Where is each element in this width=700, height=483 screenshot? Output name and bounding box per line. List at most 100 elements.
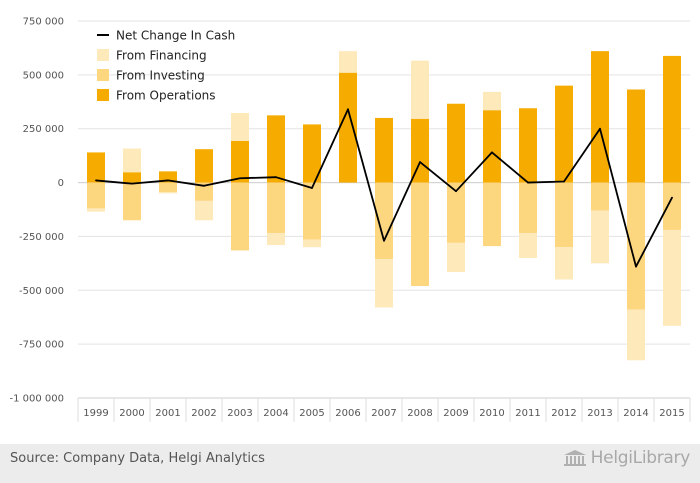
- y-tick-label: 0: [58, 178, 64, 189]
- line-point-2001: [167, 179, 169, 182]
- x-tick-label: 2006: [335, 408, 360, 419]
- bar-from-financing-2003: [231, 112, 249, 141]
- bar-from-operations-1999: [87, 152, 105, 183]
- legend-label: From Financing: [116, 49, 207, 63]
- x-tick-label: 2008: [407, 408, 432, 419]
- bar-from-investing-2012: [555, 182, 573, 248]
- legend-swatch: [97, 89, 109, 101]
- bar-from-financing-2002: [195, 200, 213, 221]
- bar-from-financing-2010: [483, 91, 501, 111]
- line-point-2012: [563, 180, 565, 183]
- line-point-2000: [131, 182, 133, 185]
- bar-from-investing-1999: [87, 182, 105, 209]
- bar-from-investing-2011: [519, 182, 537, 234]
- bar-from-financing-1999: [87, 208, 105, 212]
- x-tick-label: 2013: [587, 408, 612, 419]
- bar-from-investing-2001: [159, 182, 177, 193]
- bar-from-financing-2006: [339, 51, 357, 73]
- bar-from-operations-2005: [303, 124, 321, 183]
- bar-from-financing-2014: [627, 309, 645, 361]
- bar-from-operations-2009: [447, 103, 465, 183]
- brand-logo: HelgiLibrary: [563, 448, 690, 468]
- bar-from-investing-2010: [483, 182, 501, 247]
- bar-from-investing-2000: [123, 182, 141, 221]
- bar-from-operations-2013: [591, 51, 609, 183]
- y-tick-label: 250 000: [23, 124, 64, 135]
- bar-from-investing-2009: [447, 182, 465, 243]
- bar-from-operations-2007: [375, 117, 393, 183]
- bar-layer: [87, 51, 681, 361]
- bar-from-investing-2002: [195, 182, 213, 201]
- line-point-2004: [275, 176, 277, 179]
- bar-from-investing-2015: [663, 182, 681, 230]
- x-tick-label: 2012: [551, 408, 576, 419]
- x-tick-label: 2009: [443, 408, 468, 419]
- bar-from-operations-2012: [555, 85, 573, 183]
- legend-label: Net Change In Cash: [116, 29, 235, 43]
- legend-swatch: [97, 49, 109, 61]
- bar-from-financing-2009: [447, 242, 465, 272]
- x-tick-label: 2002: [191, 408, 216, 419]
- x-tick-label: 2001: [155, 408, 180, 419]
- bar-from-operations-2001: [159, 171, 177, 183]
- line-point-2008: [419, 161, 421, 164]
- bar-from-investing-2014: [627, 182, 645, 310]
- line-layer: [95, 108, 673, 268]
- bar-from-operations-2011: [519, 108, 537, 183]
- bar-from-financing-2007: [375, 259, 393, 308]
- line-point-2014: [635, 265, 637, 268]
- bar-from-financing-2011: [519, 233, 537, 258]
- bar-from-financing-2012: [555, 247, 573, 280]
- legend-swatch: [97, 69, 109, 81]
- y-tick-label: 500 000: [23, 70, 64, 81]
- x-tick-label: 2005: [299, 408, 324, 419]
- bar-from-financing-2000: [123, 148, 141, 173]
- y-axis-ticks: 750 000 500 000 250 000 0 -250 000 -500 000 -7…: [9, 17, 64, 405]
- bar-from-financing-2013: [591, 210, 609, 264]
- line-point-2011: [527, 181, 529, 184]
- line-point-2006: [347, 108, 349, 111]
- line-point-2009: [455, 190, 457, 193]
- bar-from-operations-2003: [231, 140, 249, 183]
- line-point-2005: [311, 187, 313, 189]
- bar-from-financing-2004: [267, 233, 285, 246]
- x-tick-label: 2000: [119, 408, 144, 419]
- bar-from-operations-2002: [195, 149, 213, 183]
- bar-from-investing-2013: [591, 182, 609, 211]
- line-point-2013: [599, 127, 601, 130]
- bar-from-operations-2010: [483, 110, 501, 183]
- bar-from-operations-2014: [627, 89, 645, 183]
- bar-from-investing-2008: [411, 182, 429, 286]
- line-point-2002: [203, 184, 205, 187]
- bar-from-operations-2008: [411, 118, 429, 183]
- source-note: Source: Company Data, Helgi Analytics: [10, 451, 265, 466]
- legend: Net Change In Cash From Financing From Inv…: [97, 29, 235, 103]
- bar-from-financing-2008: [411, 60, 429, 119]
- bar-from-financing-2015: [663, 229, 681, 326]
- y-tick-label: -750 000: [19, 340, 64, 351]
- y-tick-label: -1 000 000: [9, 394, 64, 405]
- line-point-2015: [671, 196, 673, 199]
- line-point-2007: [383, 239, 385, 242]
- line-point-2003: [239, 177, 241, 180]
- y-tick-label: -500 000: [19, 286, 64, 297]
- line-point-1999: [95, 179, 97, 182]
- x-tick-label: 1999: [83, 408, 108, 419]
- legend-label: From Investing: [116, 69, 205, 83]
- y-tick-label: 750 000: [23, 17, 64, 28]
- bar-from-financing-2005: [303, 239, 321, 248]
- x-tick-label: 2004: [263, 408, 288, 419]
- brand-name: HelgiLibrary: [590, 448, 691, 468]
- x-tick-label: 2014: [623, 408, 648, 419]
- bar-from-operations-2006: [339, 72, 357, 183]
- x-tick-label: 2010: [479, 408, 504, 419]
- bar-from-investing-2003: [231, 182, 249, 251]
- y-tick-label: -250 000: [19, 232, 64, 243]
- x-tick-label: 2003: [227, 408, 252, 419]
- chart-svg: 750 000 500 000 250 000 0 -250 000 -500 000 -7…: [9, 17, 691, 422]
- x-tick-label: 2007: [371, 408, 396, 419]
- bar-from-operations-2015: [663, 55, 681, 183]
- bar-from-investing-2004: [267, 182, 285, 234]
- bar-from-operations-2004: [267, 115, 285, 183]
